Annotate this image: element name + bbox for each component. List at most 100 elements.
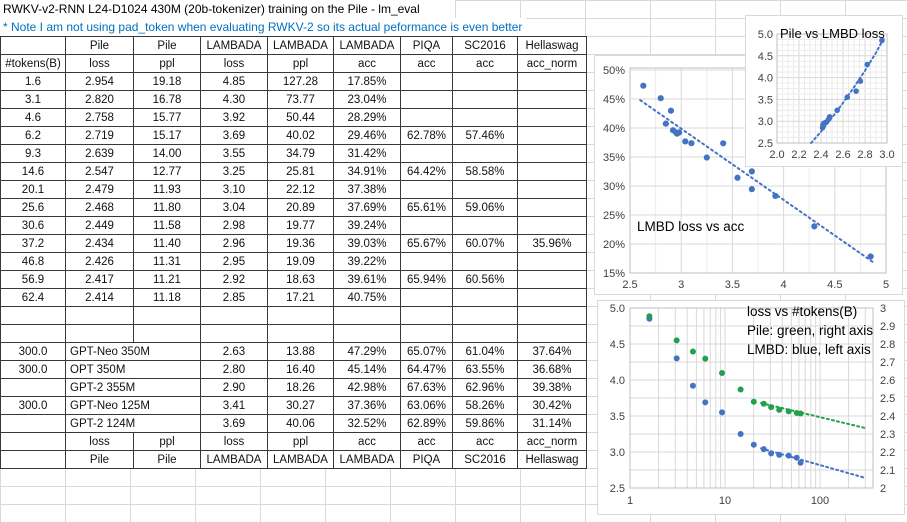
column-metric-header[interactable]: loss <box>200 54 268 73</box>
table-cell[interactable]: 60.56% <box>452 270 518 289</box>
column-group-header[interactable] <box>0 36 66 55</box>
table-cell[interactable] <box>333 306 401 325</box>
model-name-cell[interactable]: GPT-Neo 350M <box>65 342 201 361</box>
data-point-lmbd[interactable] <box>750 441 757 448</box>
data-point[interactable] <box>844 94 851 101</box>
table-cell[interactable] <box>400 216 453 235</box>
data-point[interactable] <box>669 127 677 134</box>
column-group-header[interactable]: Hellaswag <box>517 36 587 55</box>
cell[interactable]: 30.42% <box>517 396 587 415</box>
table-cell[interactable]: 12.77 <box>133 162 201 181</box>
table-cell[interactable]: 16.78 <box>133 90 201 109</box>
data-point[interactable] <box>682 138 689 145</box>
column-group-header[interactable]: PIQA <box>400 36 453 55</box>
table-cell[interactable]: 37.69% <box>333 198 401 217</box>
table-cell[interactable] <box>267 306 334 325</box>
column-group-header[interactable]: LAMBADA <box>267 36 334 55</box>
table-cell[interactable]: 3.92 <box>200 108 268 127</box>
column-group-header[interactable]: LAMBADA <box>333 36 401 55</box>
data-point-lmbd[interactable] <box>797 459 804 466</box>
chart-pile-vs-lmbd-loss[interactable]: 5.0 4.5 4.0 3.5 3.0 2.52.0 2.2 2.4 2.6 2.8 3.0 Pile… <box>745 15 903 167</box>
data-point-pile[interactable] <box>719 369 726 376</box>
cell[interactable]: 67.63% <box>400 378 453 397</box>
table-cell[interactable]: 15.17 <box>133 126 201 145</box>
column-group-header[interactable]: SC2016 <box>452 36 518 55</box>
table-cell[interactable] <box>400 288 453 307</box>
table-cell[interactable] <box>333 324 401 343</box>
footer-metric-cell[interactable]: loss <box>65 432 134 451</box>
column-metric-header[interactable]: acc <box>333 54 401 73</box>
table-cell[interactable] <box>65 324 134 343</box>
table-cell[interactable]: 19.36 <box>267 234 334 253</box>
column-metric-header[interactable]: acc_norm <box>517 54 587 73</box>
table-cell[interactable]: 14.6 <box>0 162 66 181</box>
table-cell[interactable]: 2.95 <box>200 252 268 271</box>
model-name-cell[interactable]: GPT-Neo 125M <box>65 396 201 415</box>
table-cell[interactable]: 50.44 <box>267 108 334 127</box>
data-point-pile[interactable] <box>689 348 696 355</box>
table-cell[interactable]: 65.67% <box>400 234 453 253</box>
table-cell[interactable]: 4.85 <box>200 72 268 91</box>
table-cell[interactable]: 57.46% <box>452 126 518 145</box>
table-cell[interactable]: 30.6 <box>0 216 66 235</box>
table-cell[interactable] <box>0 324 66 343</box>
footer-metric-cell[interactable]: acc <box>333 432 401 451</box>
data-point[interactable] <box>811 223 818 230</box>
data-point-lmbd[interactable] <box>737 431 744 437</box>
cell[interactable]: 2.80 <box>200 360 268 379</box>
table-cell[interactable] <box>452 216 518 235</box>
table-cell[interactable]: 2.92 <box>200 270 268 289</box>
table-cell[interactable]: 39.24% <box>333 216 401 235</box>
data-point-pile[interactable] <box>673 337 680 344</box>
tokens-cell[interactable] <box>0 414 66 433</box>
table-cell[interactable] <box>517 126 587 145</box>
table-cell[interactable] <box>400 180 453 199</box>
table-cell[interactable] <box>452 90 518 109</box>
table-cell[interactable] <box>400 72 453 91</box>
table-cell[interactable]: 39.22% <box>333 252 401 271</box>
data-point[interactable] <box>703 154 710 161</box>
cell[interactable]: 31.14% <box>517 414 587 433</box>
data-point-pile[interactable] <box>785 408 792 415</box>
table-cell[interactable] <box>517 90 587 109</box>
table-cell[interactable]: 34.79 <box>267 144 334 163</box>
table-cell[interactable]: 11.40 <box>133 234 201 253</box>
table-cell[interactable] <box>517 108 587 127</box>
footer-metric-cell[interactable]: acc_norm <box>517 432 587 451</box>
table-cell[interactable]: 9.3 <box>0 144 66 163</box>
footer-dataset-cell[interactable]: LAMBADA <box>333 450 401 469</box>
data-point-pile[interactable] <box>768 404 775 411</box>
data-point[interactable] <box>734 174 741 181</box>
table-cell[interactable]: 19.77 <box>267 216 334 235</box>
cell[interactable]: 37.64% <box>517 342 587 361</box>
table-cell[interactable] <box>400 90 453 109</box>
cell[interactable]: 62.96% <box>452 378 518 397</box>
table-cell[interactable]: 35.96% <box>517 234 587 253</box>
table-cell[interactable]: 2.639 <box>65 144 134 163</box>
table-cell[interactable]: 4.6 <box>0 108 66 127</box>
cell[interactable]: 39.38% <box>517 378 587 397</box>
table-cell[interactable]: 4.30 <box>200 90 268 109</box>
table-cell[interactable]: 2.417 <box>65 270 134 289</box>
table-cell[interactable] <box>452 180 518 199</box>
data-point[interactable] <box>857 78 864 84</box>
cell[interactable]: 13.88 <box>267 342 334 361</box>
table-cell[interactable]: 25.6 <box>0 198 66 217</box>
table-cell[interactable]: 34.91% <box>333 162 401 181</box>
data-point[interactable] <box>748 168 755 175</box>
data-point[interactable] <box>853 88 859 94</box>
data-point[interactable] <box>657 95 664 102</box>
tokens-cell[interactable]: 300.0 <box>0 342 66 361</box>
table-cell[interactable] <box>517 306 587 325</box>
footer-metric-cell[interactable]: acc <box>452 432 518 451</box>
data-point-pile[interactable] <box>760 400 767 407</box>
data-point[interactable] <box>748 186 755 193</box>
table-cell[interactable]: 2.449 <box>65 216 134 235</box>
cell[interactable]: 47.29% <box>333 342 401 361</box>
data-point[interactable] <box>819 124 826 131</box>
data-point-pile[interactable] <box>776 406 783 413</box>
table-cell[interactable] <box>200 324 268 343</box>
table-cell[interactable] <box>400 324 453 343</box>
data-point-lmbd[interactable] <box>776 451 783 458</box>
table-cell[interactable]: 73.77 <box>267 90 334 109</box>
